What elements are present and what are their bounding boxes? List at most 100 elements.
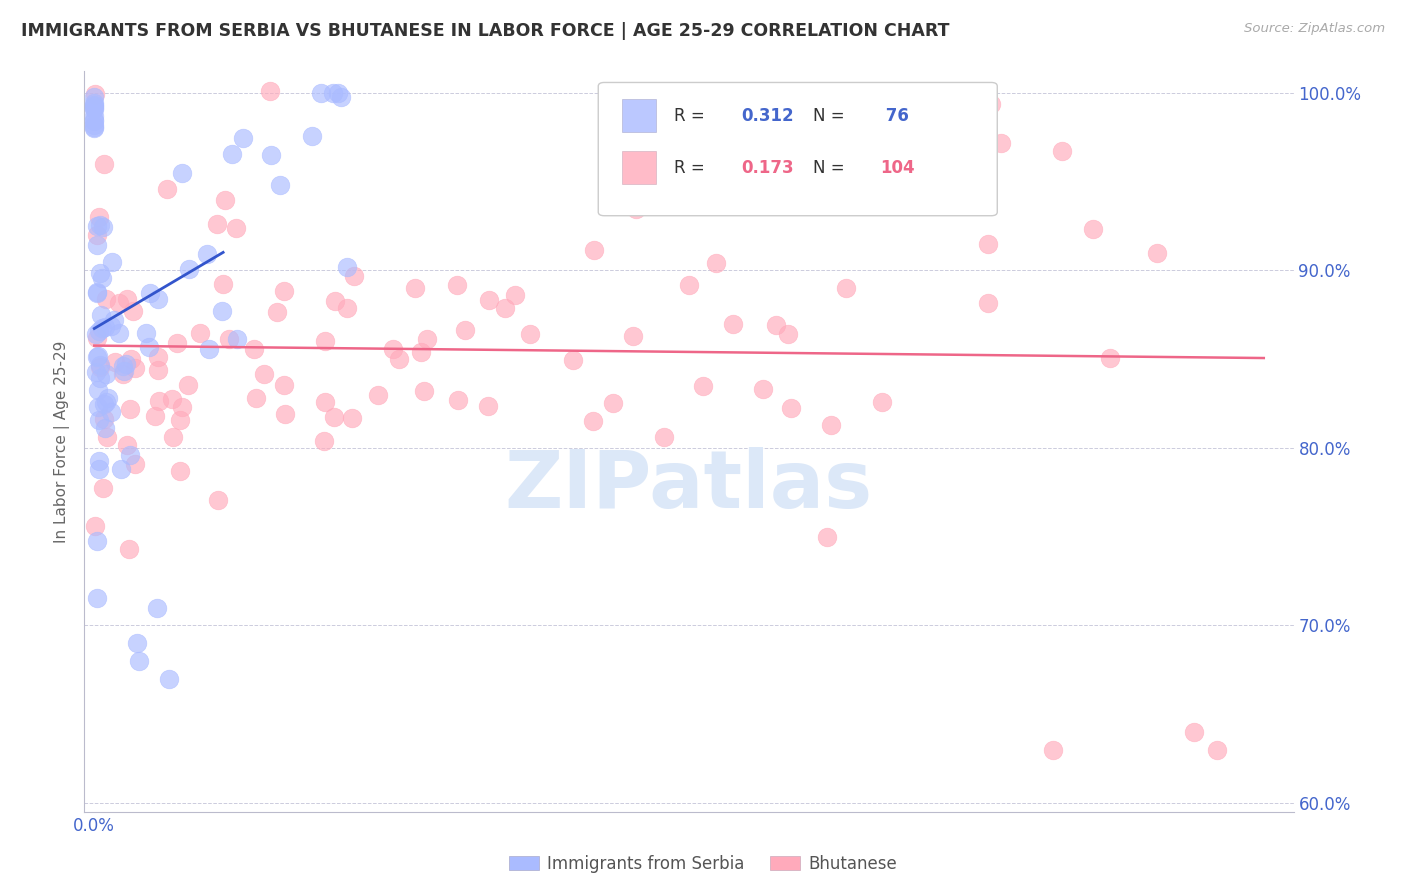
Point bbox=[977, 236, 1000, 251]
Point bbox=[179, 261, 201, 276]
Point bbox=[146, 363, 169, 377]
Point bbox=[100, 319, 122, 334]
Text: 0.312: 0.312 bbox=[741, 107, 793, 125]
Text: N =: N = bbox=[814, 159, 851, 177]
Point bbox=[94, 292, 117, 306]
Y-axis label: In Labor Force | Age 25-29: In Labor Force | Age 25-29 bbox=[55, 341, 70, 542]
Point bbox=[1042, 742, 1064, 756]
Point bbox=[157, 672, 180, 686]
Point bbox=[86, 330, 108, 344]
Point bbox=[322, 409, 344, 424]
Text: 104: 104 bbox=[880, 159, 915, 177]
Point bbox=[1099, 351, 1122, 365]
Point bbox=[90, 321, 112, 335]
Point bbox=[148, 393, 170, 408]
Point bbox=[221, 146, 243, 161]
Point bbox=[301, 129, 323, 144]
Point bbox=[89, 359, 111, 374]
Point bbox=[120, 351, 142, 366]
Point bbox=[86, 227, 108, 242]
Point bbox=[835, 281, 858, 295]
Point bbox=[108, 296, 131, 310]
Point bbox=[86, 326, 108, 341]
Point bbox=[83, 90, 105, 104]
Point bbox=[478, 293, 501, 307]
Point bbox=[232, 131, 254, 145]
Text: IMMIGRANTS FROM SERBIA VS BHUTANESE IN LABOR FORCE | AGE 25-29 CORRELATION CHART: IMMIGRANTS FROM SERBIA VS BHUTANESE IN L… bbox=[21, 22, 949, 40]
Point bbox=[86, 285, 108, 299]
Point bbox=[86, 365, 108, 379]
Point bbox=[87, 210, 110, 224]
Point bbox=[266, 305, 288, 319]
Text: ZIPatlas: ZIPatlas bbox=[505, 447, 873, 525]
Point bbox=[94, 395, 117, 409]
Point bbox=[156, 182, 179, 196]
Point bbox=[314, 434, 336, 448]
Point bbox=[124, 457, 146, 471]
Text: 76: 76 bbox=[880, 107, 908, 125]
Point bbox=[326, 86, 349, 100]
Point bbox=[447, 393, 470, 408]
Point bbox=[111, 367, 134, 381]
Text: R =: R = bbox=[675, 159, 710, 177]
Bar bbox=[623, 99, 657, 132]
Point bbox=[83, 99, 105, 113]
Point bbox=[626, 202, 648, 216]
Point bbox=[678, 278, 700, 293]
Point bbox=[416, 332, 439, 346]
Point bbox=[273, 284, 295, 298]
Point bbox=[1146, 245, 1168, 260]
Text: Source: ZipAtlas.com: Source: ZipAtlas.com bbox=[1244, 22, 1385, 36]
Point bbox=[128, 654, 150, 668]
Point bbox=[980, 96, 1002, 111]
Point bbox=[211, 304, 233, 318]
Point bbox=[311, 86, 333, 100]
Point bbox=[330, 90, 353, 104]
Text: R =: R = bbox=[675, 107, 710, 125]
Point bbox=[107, 326, 129, 340]
Point bbox=[454, 323, 477, 337]
Point bbox=[225, 221, 247, 235]
Point bbox=[519, 326, 541, 341]
Point bbox=[91, 220, 114, 235]
FancyBboxPatch shape bbox=[599, 82, 997, 216]
Point bbox=[89, 359, 111, 373]
Point bbox=[94, 319, 117, 334]
Point bbox=[226, 332, 249, 346]
Point bbox=[83, 120, 105, 134]
Point bbox=[112, 359, 135, 373]
Point bbox=[269, 178, 291, 192]
Point bbox=[110, 461, 132, 475]
Point bbox=[138, 340, 160, 354]
Point bbox=[602, 395, 624, 409]
Point bbox=[870, 394, 893, 409]
Point bbox=[101, 255, 124, 269]
Point bbox=[86, 219, 108, 233]
Point bbox=[125, 636, 148, 650]
Point bbox=[83, 109, 105, 123]
Point bbox=[765, 318, 787, 332]
Point bbox=[382, 342, 405, 356]
Point bbox=[146, 600, 169, 615]
Point bbox=[83, 519, 105, 533]
Point bbox=[1182, 724, 1205, 739]
Point bbox=[207, 493, 229, 508]
Point bbox=[104, 354, 127, 368]
Point bbox=[112, 364, 135, 378]
Point bbox=[87, 383, 110, 397]
Point bbox=[752, 382, 775, 396]
Point bbox=[259, 84, 281, 98]
Point bbox=[212, 277, 235, 292]
Point bbox=[583, 243, 606, 257]
Point bbox=[218, 332, 240, 346]
Point bbox=[494, 301, 516, 315]
Point bbox=[413, 384, 436, 398]
Point bbox=[91, 271, 114, 285]
Point bbox=[83, 102, 105, 116]
Point bbox=[93, 412, 115, 426]
Point bbox=[1205, 742, 1227, 756]
Point bbox=[86, 237, 108, 252]
Point bbox=[197, 342, 219, 356]
Point bbox=[169, 464, 191, 478]
Point bbox=[1052, 144, 1074, 158]
